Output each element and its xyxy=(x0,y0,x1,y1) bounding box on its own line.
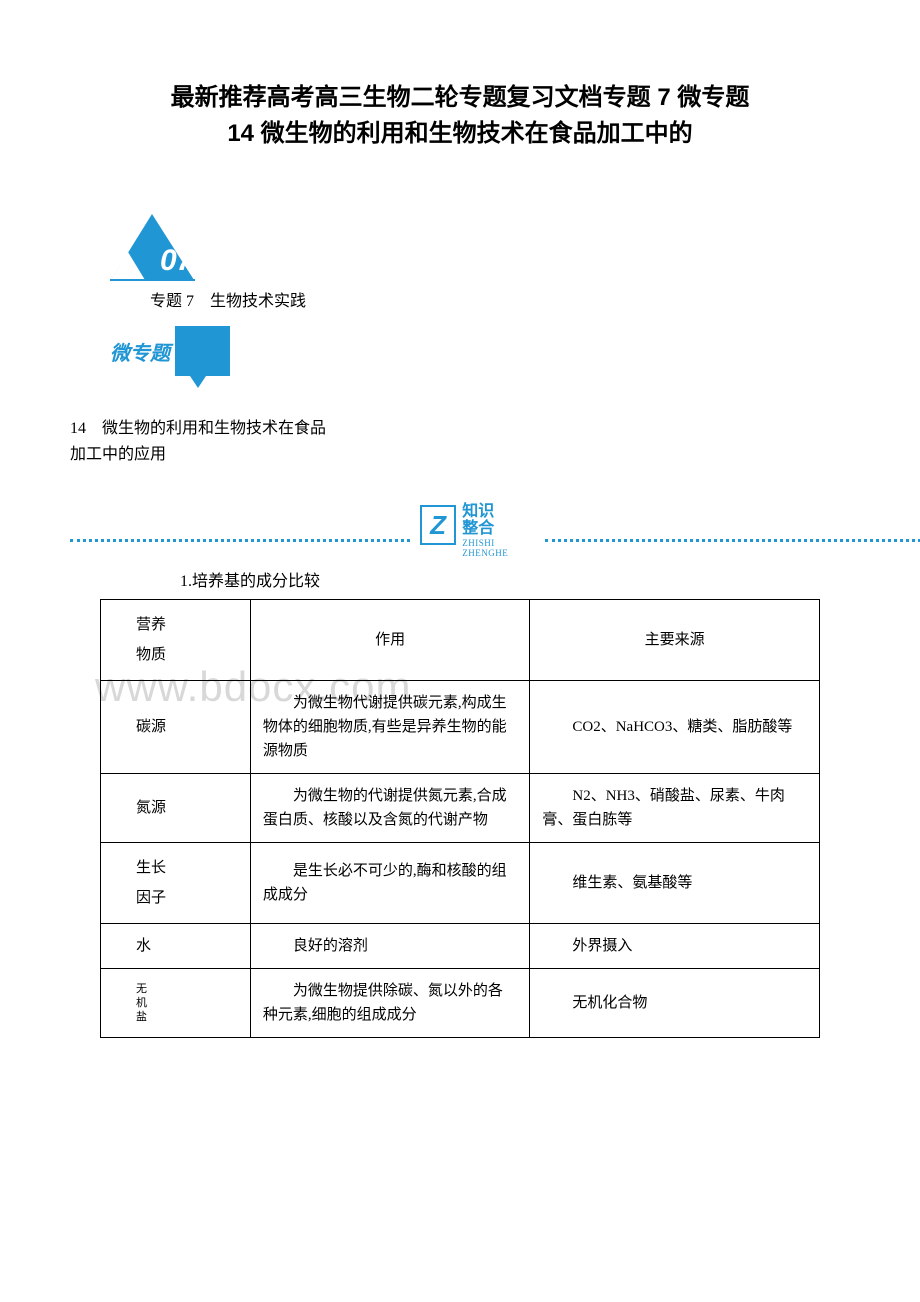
table-cell: 为微生物提供除碳、氮以外的各种元素,细胞的组成成分 xyxy=(250,969,530,1038)
subtitle: 14 微生物的利用和生物技术在食品 加工中的应用 xyxy=(70,416,850,467)
dotted-rule-left xyxy=(70,539,410,542)
topic-number-badge: 07 xyxy=(110,212,195,282)
knowledge-badge: Z 知识 整合 ZHISHI ZHENGHE xyxy=(420,505,535,555)
dotted-rule-right xyxy=(545,539,920,542)
table-cell: N2、NH3、硝酸盐、尿素、牛肉膏、蛋白胨等 xyxy=(530,774,820,843)
z-icon: Z xyxy=(420,505,456,545)
table-header-cell: 作用 xyxy=(250,600,530,681)
svg-text:07: 07 xyxy=(160,244,195,277)
table-cell: 无机化合物 xyxy=(530,969,820,1038)
table-row: 无 机 盐 为微生物提供除碳、氮以外的各种元素,细胞的组成成分 无机化合物 xyxy=(101,969,820,1038)
knowledge-pinyin: ZHISHI ZHENGHE xyxy=(462,538,535,558)
table-row: 营养 物质 作用 主要来源 xyxy=(101,600,820,681)
table-title: 1.培养基的成分比较 xyxy=(180,567,850,591)
table-cell: 为微生物的代谢提供氮元素,合成蛋白质、核酸以及含氮的代谢产物 xyxy=(250,774,530,843)
knowledge-section-header: Z 知识 整合 ZHISHI ZHENGHE xyxy=(70,497,850,557)
table-cell: 良好的溶剂 xyxy=(250,924,530,969)
table-cell: 氮源 xyxy=(101,774,251,843)
micro-topic-label: 微专题 xyxy=(110,337,170,366)
knowledge-cn-1: 知识 xyxy=(462,503,535,521)
subtitle-line-2: 加工中的应用 xyxy=(70,446,166,463)
table-row: 氮源 为微生物的代谢提供氮元素,合成蛋白质、核酸以及含氮的代谢产物 N2、NH3… xyxy=(101,774,820,843)
table-cell: 无 机 盐 xyxy=(101,969,251,1038)
table-header-cell: 主要来源 xyxy=(530,600,820,681)
knowledge-cn-2: 整合 xyxy=(462,520,535,538)
title-line-1: 最新推荐高考高三生物二轮专题复习文档专题 7 微专题 xyxy=(171,84,750,111)
table-cell: 水 xyxy=(101,924,251,969)
micro-topic-box-icon xyxy=(175,326,230,376)
table-cell: 生长 因子 xyxy=(101,843,251,924)
section-label: 专题 7 生物技术实践 xyxy=(150,287,850,311)
page-title: 最新推荐高考高三生物二轮专题复习文档专题 7 微专题 14 微生物的利用和生物技… xyxy=(70,80,850,152)
micro-topic-badge: 微专题 xyxy=(110,326,850,376)
table-header-cell: 营养 物质 xyxy=(101,600,251,681)
table-cell: CO2、NaHCO3、糖类、脂肪酸等 xyxy=(530,681,820,774)
table-cell: 碳源 xyxy=(101,681,251,774)
table-cell: 是生长必不可少的,酶和核酸的组成成分 xyxy=(250,843,530,924)
nutrients-table: 营养 物质 作用 主要来源 碳源 为微生物代谢提供碳元素,构成生物体的细胞物质,… xyxy=(100,599,820,1038)
table-cell: 维生素、氨基酸等 xyxy=(530,843,820,924)
table-row: 生长 因子 是生长必不可少的,酶和核酸的组成成分 维生素、氨基酸等 xyxy=(101,843,820,924)
subtitle-line-1: 14 微生物的利用和生物技术在食品 xyxy=(70,420,326,437)
table-cell: 为微生物代谢提供碳元素,构成生物体的细胞物质,有些是异养生物的能源物质 xyxy=(250,681,530,774)
table-cell: 外界摄入 xyxy=(530,924,820,969)
table-row: 水 良好的溶剂 外界摄入 xyxy=(101,924,820,969)
title-line-2: 14 微生物的利用和生物技术在食品加工中的 xyxy=(227,120,692,147)
table-row: 碳源 为微生物代谢提供碳元素,构成生物体的细胞物质,有些是异养生物的能源物质 C… xyxy=(101,681,820,774)
